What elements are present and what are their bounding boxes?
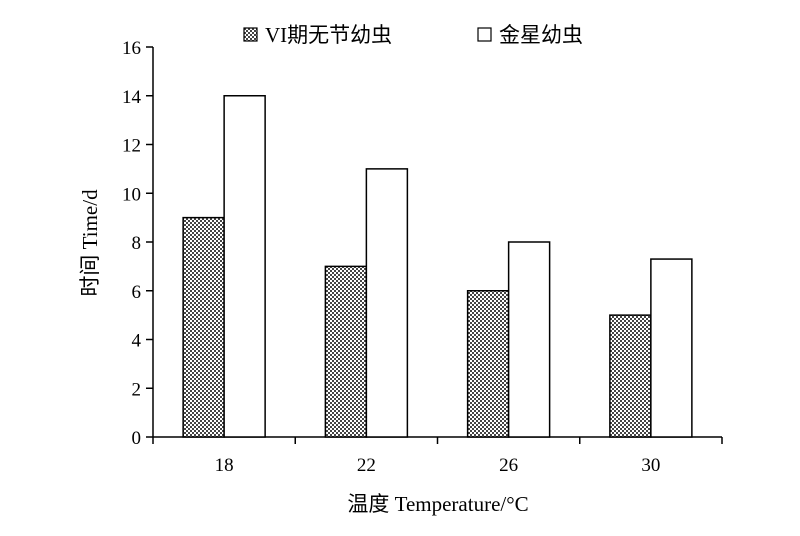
bars <box>182 95 693 438</box>
y-tick-label: 2 <box>132 379 142 400</box>
legend-label: VI期无节幼虫 <box>265 23 392 47</box>
bar-series-2 <box>650 258 693 438</box>
y-tick-label: 12 <box>122 136 141 157</box>
y-axis: 0 2 4 6 8 10 12 14 16 <box>122 38 154 449</box>
y-tick-label: 8 <box>132 233 142 254</box>
bar-series-1 <box>182 216 225 438</box>
bar-series-1 <box>609 314 652 438</box>
bar-series-1 <box>466 290 510 438</box>
y-tick-label: 10 <box>122 184 141 205</box>
legend: VI期无节幼虫 金星幼虫 <box>243 23 583 47</box>
y-tick-label: 14 <box>122 87 142 108</box>
y-tick-label: 16 <box>122 38 141 59</box>
y-axis-title: 时间 Time/d <box>78 189 102 297</box>
y-tick-label: 6 <box>132 282 142 303</box>
x-axis: 18 22 26 30 <box>152 436 723 476</box>
bar-series-1 <box>324 265 368 438</box>
y-tick-label: 0 <box>132 428 142 449</box>
y-tick-label: 4 <box>132 331 142 352</box>
legend-label: 金星幼虫 <box>499 23 583 47</box>
x-tick-label: 18 <box>215 455 234 476</box>
x-tick-label: 22 <box>357 455 376 476</box>
bar-series-2 <box>365 168 409 438</box>
legend-swatch <box>243 27 258 42</box>
x-axis-title: 温度 Temperature/°C <box>347 492 528 516</box>
x-tick-label: 30 <box>641 455 660 476</box>
x-tick-label: 26 <box>499 455 518 476</box>
bar-series-2 <box>507 241 551 438</box>
legend-swatch <box>477 27 492 42</box>
bar-series-2 <box>223 95 266 438</box>
